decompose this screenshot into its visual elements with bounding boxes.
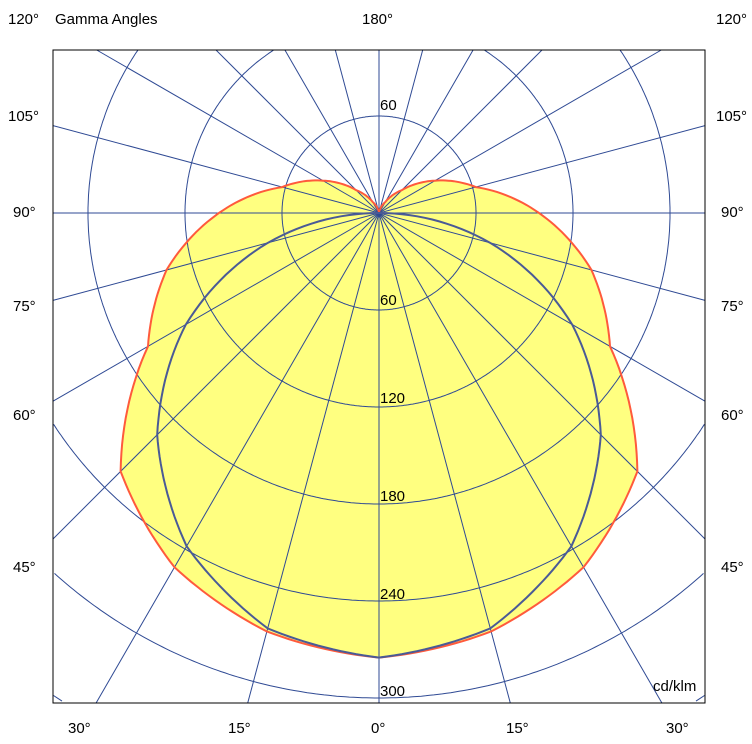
grid-ray-345 <box>247 212 380 704</box>
radial-label-240: 240 <box>380 586 406 603</box>
angle-label-bottom-15-left: 15° <box>228 720 251 737</box>
grid-ray-120 <box>378 49 662 214</box>
grid-ray-105 <box>378 125 706 214</box>
angle-label-left-120: 120° <box>8 11 40 28</box>
grid-ray-315 <box>52 212 380 540</box>
chart-title: Gamma Angles <box>55 11 158 28</box>
angle-label-right-75: 75° <box>721 298 744 315</box>
grid-ray-60 <box>378 212 706 402</box>
grid-circle-120 <box>184 49 574 408</box>
grid-ray-150 <box>378 49 474 214</box>
angle-label-left-105: 105° <box>8 108 40 125</box>
grid-ray-240 <box>96 49 380 214</box>
angle-label-bottom-0: 0° <box>371 720 386 737</box>
grid-ray-300 <box>52 212 380 402</box>
grid-ray-195 <box>334 49 380 214</box>
angle-label-right-105: 105° <box>716 108 748 125</box>
grid-ray-165 <box>378 49 424 214</box>
radial-label-300: 300 <box>380 683 406 700</box>
grid-ray-15 <box>378 212 511 704</box>
grid-ray-135 <box>378 49 543 214</box>
unit-label: cd/klm <box>653 678 697 695</box>
grid-ray-75 <box>378 212 706 301</box>
angle-label-bottom-30-left: 30° <box>68 720 91 737</box>
radial-label-60-top: 60 <box>380 97 397 114</box>
angle-label-left-60: 60° <box>13 407 36 424</box>
grid-ray-30 <box>378 212 663 704</box>
radial-label-180: 180 <box>380 488 406 505</box>
grid-ray-330 <box>95 212 380 704</box>
angle-label-right-60: 60° <box>721 407 744 424</box>
angle-label-left-75: 75° <box>13 298 36 315</box>
angle-label-180: 180° <box>362 11 394 28</box>
angle-label-left-45: 45° <box>13 559 36 576</box>
angle-label-right-45: 45° <box>721 559 744 576</box>
grid-ray-210 <box>284 49 380 214</box>
radial-label-120: 120 <box>380 390 406 407</box>
plot-frame <box>52 49 706 704</box>
angle-label-left-90: 90° <box>13 204 36 221</box>
grid-ray-45 <box>378 212 706 540</box>
angle-label-bottom-15-right: 15° <box>506 720 529 737</box>
grid-circle-360 <box>53 695 705 702</box>
grid-circle-180 <box>87 50 671 505</box>
angle-label-right-90: 90° <box>721 204 744 221</box>
grid-ray-285 <box>52 212 380 301</box>
angle-label-right-120: 120° <box>716 11 748 28</box>
curve-C90-C270 <box>156 211 602 659</box>
angle-label-bottom-30-right: 30° <box>666 720 689 737</box>
grid-ray-255 <box>52 125 380 214</box>
radial-label-60: 60 <box>380 292 397 309</box>
grid-ray-225 <box>215 49 380 214</box>
